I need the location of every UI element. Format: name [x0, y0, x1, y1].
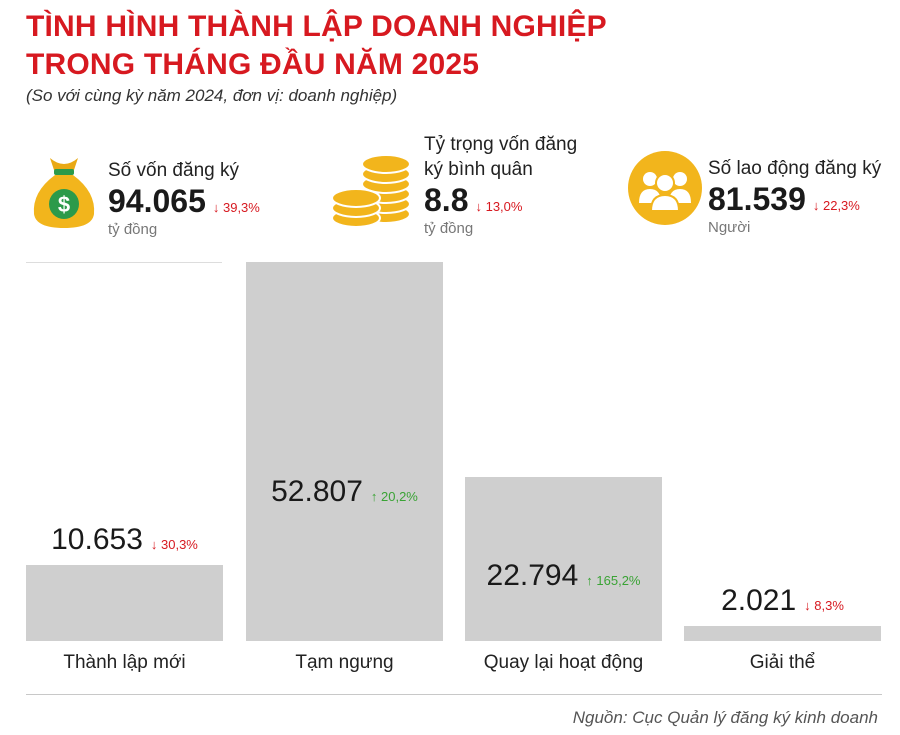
- stat-unit: tỷ đồng: [108, 221, 158, 238]
- stat-registered-workers: Số lao động đăng ký 81.539 ↓ 22,3% Người: [708, 156, 881, 236]
- stat-label-line-1: Tỷ trọng vốn đăng: [424, 134, 578, 155]
- stat-change: ↓ 22,3%: [812, 198, 860, 213]
- bar-value-label: 22.794 ↑ 165,2%: [465, 559, 662, 593]
- bar-change: ↑ 20,2%: [370, 489, 418, 504]
- stat-label-line-2: ký bình quân: [424, 159, 533, 180]
- title-line-2: TRONG THÁNG ĐẦU NĂM 2025: [26, 48, 480, 81]
- page-title: TÌNH HÌNH THÀNH LẬP DOANH NGHIỆP TRONG T…: [26, 8, 607, 84]
- category-label: Quay lại hoạt động: [483, 652, 644, 673]
- bar-value: 2.021: [721, 584, 797, 617]
- bar-change: ↓ 8,3%: [804, 598, 844, 613]
- bar: [465, 477, 662, 641]
- category-label: Tạm ngưng: [295, 652, 394, 673]
- bar: [26, 565, 223, 641]
- svg-text:$: $: [58, 192, 70, 217]
- stat-unit: Người: [708, 219, 751, 236]
- stat-value: 81.539: [708, 181, 806, 217]
- stat-value: 94.065: [108, 183, 206, 219]
- stat-value: 8.8: [424, 182, 469, 218]
- source-note: Nguồn: Cục Quản lý đăng ký kinh doanh: [572, 708, 878, 727]
- stat-registered-capital: Số vốn đăng ký 94.065 ↓ 39,3% tỷ đồng: [108, 158, 260, 238]
- stat-average-capital: Tỷ trọng vốn đăng ký bình quân 8.8 ↓ 13,…: [424, 132, 577, 237]
- bar-value-label: 52.807 ↑ 20,2%: [246, 475, 443, 509]
- coin-stack-icon: [331, 154, 411, 228]
- subtitle: (So với cùng kỳ năm 2024, đơn vị: doanh …: [26, 86, 398, 105]
- money-bag-icon: $: [33, 158, 95, 228]
- stat-label: Số vốn đăng ký: [108, 160, 239, 181]
- chart-baseline: [26, 694, 882, 695]
- category-label: Giải thể: [749, 652, 816, 673]
- bar-value: 22.794: [486, 559, 579, 592]
- divider: [26, 262, 222, 263]
- stat-label: Số lao động đăng ký: [708, 158, 882, 179]
- bar-value-label: 2.021 ↓ 8,3%: [684, 584, 881, 618]
- bar-value: 10.653: [51, 523, 143, 556]
- category-label: Thành lập mới: [63, 652, 186, 673]
- title-line-1: TÌNH HÌNH THÀNH LẬP DOANH NGHIỆP: [26, 10, 607, 43]
- bar-value: 52.807: [271, 475, 363, 508]
- stat-change: ↓ 39,3%: [212, 200, 260, 215]
- bar-change: ↑ 165,2%: [586, 573, 641, 588]
- bar: [684, 626, 881, 641]
- stat-unit: tỷ đồng: [424, 220, 474, 237]
- people-icon: [628, 151, 702, 225]
- stat-change: ↓ 13,0%: [475, 199, 523, 214]
- bar-change: ↓ 30,3%: [150, 537, 198, 552]
- bar: [246, 262, 443, 641]
- bar-value-label: 10.653 ↓ 30,3%: [26, 523, 223, 557]
